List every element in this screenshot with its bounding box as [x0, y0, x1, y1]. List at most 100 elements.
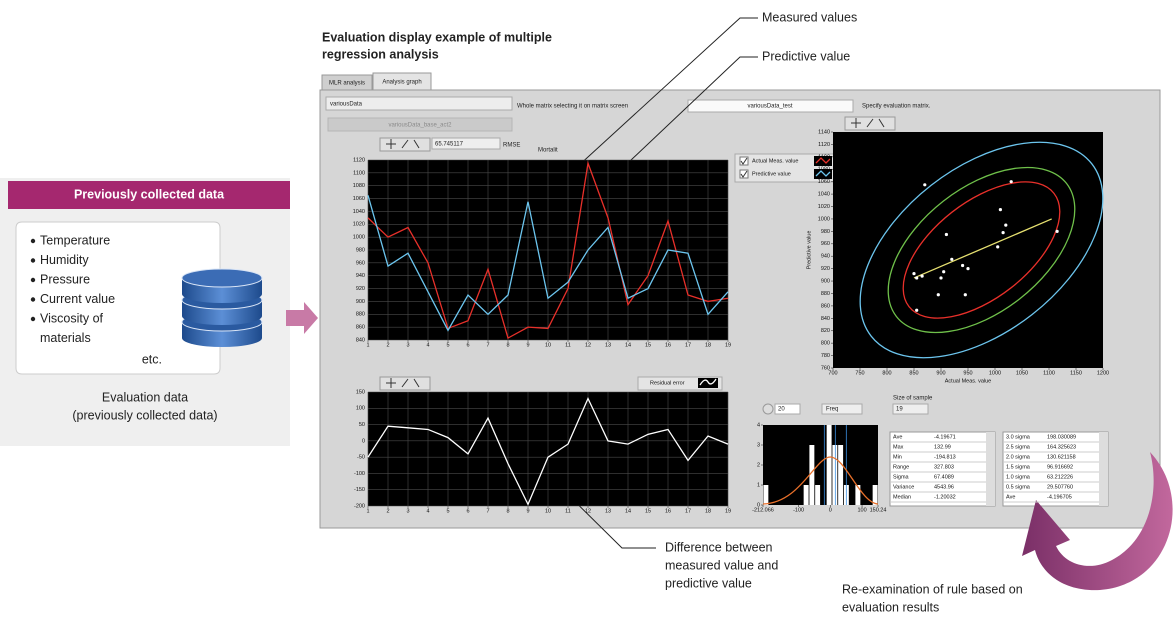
scrollbar[interactable] — [1099, 432, 1108, 506]
y-tick-label: 1000 — [818, 216, 830, 222]
x-tick-label: 13 — [605, 342, 611, 348]
point — [1009, 180, 1013, 184]
x-tick-label: 4 — [426, 508, 429, 514]
y-tick-label: 960 — [356, 260, 365, 266]
legend-line — [815, 170, 831, 177]
caption-line: Evaluation data — [102, 390, 188, 404]
hist-bar — [832, 445, 838, 505]
hist-bar — [763, 485, 769, 505]
x-tick-label: 3 — [406, 342, 409, 348]
hist-bar — [809, 445, 815, 505]
database-icon — [181, 268, 263, 347]
series-line — [367, 195, 729, 332]
y-tick-label: 780 — [821, 353, 830, 359]
sample-field — [892, 403, 929, 415]
graph-toolbar[interactable] — [379, 376, 431, 391]
y-tick-label: 860 — [356, 325, 365, 331]
sample-label: Size of sample — [893, 396, 933, 402]
y-tick-label: 1100 — [353, 170, 365, 176]
left-panel-header — [8, 181, 290, 209]
spinner[interactable] — [762, 403, 774, 415]
x-tick-label: 4 — [426, 342, 429, 348]
legend-label: Residual error — [650, 380, 685, 386]
point — [936, 293, 940, 297]
y-tick-label: 880 — [356, 312, 365, 318]
y-tick-label: 820 — [821, 328, 830, 334]
stat-value: 4543.96 — [934, 484, 954, 490]
x-tick-label: 14 — [625, 342, 631, 348]
y-tick-label: 100 — [356, 406, 365, 412]
confidence-ellipse — [859, 141, 1104, 359]
x-tick-label: 100 — [857, 507, 866, 513]
confidence-ellipse — [902, 181, 1061, 319]
stat-name: Variance — [893, 484, 914, 490]
x-tick-label: 15 — [645, 508, 651, 514]
y-tick-label: 900 — [356, 299, 365, 305]
tab[interactable] — [372, 72, 432, 91]
point — [939, 276, 943, 280]
x-tick-label: 2 — [386, 508, 389, 514]
stat-name: Median — [893, 494, 911, 500]
y-tick-label: 1040 — [818, 192, 830, 198]
legend-line — [699, 378, 717, 386]
x-tick-label: 15 — [645, 342, 651, 348]
point — [923, 183, 927, 187]
point — [966, 267, 970, 271]
y-tick-label: 1020 — [353, 222, 365, 228]
x-tick-label: 1 — [366, 342, 369, 348]
x-tick-label: -100 — [793, 507, 804, 513]
y-tick-label: 0 — [362, 438, 365, 444]
rmse-value: 65.745117 — [435, 142, 464, 148]
x-tick-label: 6 — [466, 342, 469, 348]
graph-toolbar[interactable] — [379, 137, 431, 152]
tab-label: MLR analysis — [329, 81, 365, 87]
x-tick-label: 0 — [829, 507, 832, 513]
y-tick-label: 1140 — [818, 129, 830, 135]
stat-name: Max — [893, 444, 904, 450]
stat-value: 96.916692 — [1047, 464, 1073, 470]
x-tick-label: 1200 — [1097, 370, 1109, 376]
stat-name: 2.0 sigma — [1006, 454, 1031, 460]
y-tick-label: -100 — [354, 471, 365, 477]
x-tick-label: 850 — [909, 370, 918, 376]
bullet — [30, 258, 36, 263]
bullet — [30, 316, 36, 322]
hist-bar — [872, 485, 878, 505]
bins-field[interactable] — [774, 403, 801, 415]
flow-arrow — [286, 302, 318, 334]
x-tick-label: -212.066 — [752, 507, 774, 513]
tab[interactable] — [321, 74, 373, 91]
x-tick-label: 17 — [685, 508, 691, 514]
stat-name: Ave — [1006, 494, 1015, 500]
stat-name: Min — [893, 454, 902, 460]
stat-name: 2.5 sigma — [1006, 444, 1031, 450]
text-field[interactable] — [325, 96, 513, 111]
legend-checkbox[interactable] — [739, 169, 749, 179]
y-tick-label: -50 — [357, 455, 365, 461]
stat-value: -1.20032 — [934, 494, 956, 500]
stat-name: Ave — [893, 434, 902, 440]
x-tick-label: 3 — [406, 508, 409, 514]
x-tick-label: 17 — [685, 342, 691, 348]
stat-name: 3.0 sigma — [1006, 434, 1031, 440]
x-tick-label: 1 — [366, 508, 369, 514]
scrollbar[interactable] — [986, 432, 995, 506]
field-note: Whole matrix selecting it on matrix scre… — [517, 104, 628, 110]
x-tick-label: 11 — [565, 508, 571, 514]
x-tick-label: 19 — [725, 342, 731, 348]
point — [1055, 229, 1059, 233]
y-tick-label: 1020 — [818, 204, 830, 210]
legend-checkbox[interactable] — [739, 156, 749, 166]
tab-label: Analysis graph — [382, 80, 421, 86]
graph-toolbar[interactable] — [844, 116, 896, 131]
x-tick-label: 12 — [585, 342, 591, 348]
x-tick-label: 800 — [882, 370, 891, 376]
y-tick-label: 50 — [359, 422, 365, 428]
stat-name: 1.0 sigma — [1006, 474, 1031, 480]
y-tick-label: 980 — [356, 247, 365, 253]
point — [996, 245, 1000, 249]
y-tick-label: 800 — [821, 341, 830, 347]
y-tick-label: 920 — [821, 266, 830, 272]
y-tick-label: 1060 — [818, 179, 830, 185]
x-tick-label: 5 — [446, 342, 449, 348]
